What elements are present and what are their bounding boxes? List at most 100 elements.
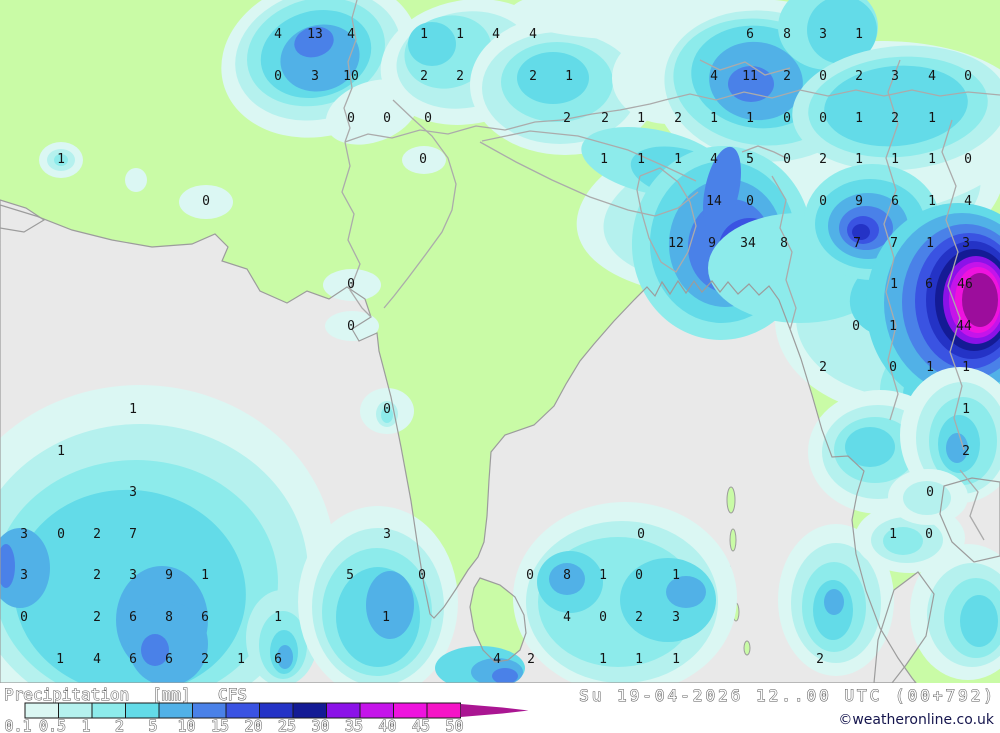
precip-grid-value: 2 bbox=[819, 360, 827, 375]
precip-grid-value: 4 bbox=[710, 152, 718, 167]
precip-grid-value: 7 bbox=[129, 527, 137, 542]
legend-tick-label: 50 bbox=[445, 717, 463, 733]
precip-grid-value: 3 bbox=[129, 485, 137, 500]
precip-grid-value: 0 bbox=[347, 111, 355, 126]
precip-grid-value: 0 bbox=[57, 527, 65, 542]
precip-grid-value: 44 bbox=[956, 319, 972, 334]
precip-grid-value: 9 bbox=[855, 194, 863, 209]
country-border bbox=[771, 175, 797, 331]
precip-grid-value: 3 bbox=[672, 610, 680, 625]
precip-grid-value: 2 bbox=[635, 610, 643, 625]
precip-grid-value: 2 bbox=[93, 568, 101, 583]
country-border bbox=[479, 141, 699, 217]
country-border bbox=[341, 141, 372, 318]
precip-grid-value: 1 bbox=[599, 568, 607, 583]
precip-grid-value: 0 bbox=[783, 152, 791, 167]
precip-grid-value: 0 bbox=[418, 568, 426, 583]
legend-model: CFS bbox=[218, 685, 247, 704]
precip-grid-value: 0 bbox=[637, 527, 645, 542]
precip-contour-level-0 bbox=[402, 146, 446, 174]
valid-datetime: Su 19-04-2026 12..00 UTC (00+792) bbox=[579, 686, 996, 705]
country-border bbox=[741, 145, 787, 159]
legend-tick-label: 10 bbox=[177, 717, 195, 733]
precip-grid-value: 6 bbox=[129, 652, 137, 667]
precip-grid-value: 1 bbox=[928, 152, 936, 167]
precip-grid-value: 1 bbox=[890, 277, 898, 292]
precip-grid-value: 1 bbox=[710, 111, 718, 126]
precip-grid-value: 1 bbox=[926, 360, 934, 375]
precip-grid-value: 8 bbox=[165, 610, 173, 625]
copyright-link[interactable]: ©weatheronline.co.uk bbox=[838, 712, 995, 728]
precip-contour-level-2 bbox=[54, 154, 68, 166]
precip-grid-value: 1 bbox=[237, 652, 245, 667]
precip-grid-value: 4 bbox=[710, 69, 718, 84]
country-border bbox=[481, 130, 697, 182]
precip-grid-value: 1 bbox=[637, 111, 645, 126]
precip-grid-value: 2 bbox=[674, 111, 682, 126]
precip-grid-value: 3 bbox=[129, 568, 137, 583]
precip-grid-value: 2 bbox=[527, 652, 535, 667]
island-dot bbox=[726, 486, 736, 514]
coastline bbox=[939, 477, 1000, 563]
precip-grid-value: 6 bbox=[165, 652, 173, 667]
country-border bbox=[636, 167, 697, 273]
precip-grid-value: 1 bbox=[855, 111, 863, 126]
precip-grid-value: 0 bbox=[347, 319, 355, 334]
legend-color-box bbox=[225, 702, 260, 719]
precip-contour-level-2 bbox=[381, 407, 393, 423]
precip-grid-value: 4 bbox=[492, 27, 500, 42]
precip-grid-value: 1 bbox=[674, 152, 682, 167]
precip-grid-value: 0 bbox=[526, 568, 534, 583]
precip-grid-value: 4 bbox=[274, 27, 282, 42]
country-border bbox=[941, 119, 965, 451]
precip-grid-value: 1 bbox=[962, 360, 970, 375]
legend-tick-label: 15 bbox=[211, 717, 229, 733]
precip-grid-value: 0 bbox=[202, 194, 210, 209]
legend-color-box bbox=[393, 702, 428, 719]
country-border bbox=[883, 59, 901, 421]
precip-grid-value: 2 bbox=[962, 444, 970, 459]
precip-grid-value: 46 bbox=[957, 277, 973, 292]
precip-grid-value: 1 bbox=[926, 236, 934, 251]
legend-color-box bbox=[24, 702, 59, 719]
precip-grid-value: 1 bbox=[672, 652, 680, 667]
island-dot bbox=[743, 640, 751, 656]
precip-grid-value: 1 bbox=[928, 194, 936, 209]
precip-grid-value: 1 bbox=[891, 152, 899, 167]
precip-grid-value: 3 bbox=[962, 236, 970, 251]
precip-grid-value: 1 bbox=[201, 568, 209, 583]
legend-color-box bbox=[91, 702, 126, 719]
precip-grid-value: 2 bbox=[563, 111, 571, 126]
precip-grid-value: 0 bbox=[274, 69, 282, 84]
precip-grid-value: 6 bbox=[274, 652, 282, 667]
grid-values-layer: 4 13 4 1 1 4 4 6 8 3 10 3 10 2 2 2 1 4 11 2 0 2 3 4 00 0 0 2 2 1 2 1 1 0 0… bbox=[20, 27, 973, 667]
precip-grid-value: 34 bbox=[740, 236, 756, 251]
precip-grid-value: 3 bbox=[819, 27, 827, 42]
coastline bbox=[873, 571, 935, 683]
precip-grid-value: 1 bbox=[456, 27, 464, 42]
precip-grid-value: 4 bbox=[347, 27, 355, 42]
precip-grid-value: 1 bbox=[599, 652, 607, 667]
precip-contour-level-5 bbox=[0, 544, 15, 588]
precip-grid-value: 2 bbox=[529, 69, 537, 84]
legend-tick-label: 1 bbox=[81, 717, 90, 733]
precip-grid-value: 6 bbox=[129, 610, 137, 625]
precip-grid-value: 1 bbox=[56, 652, 64, 667]
precip-grid-value: 6 bbox=[746, 27, 754, 42]
precip-grid-value: 0 bbox=[783, 111, 791, 126]
precip-grid-value: 0 bbox=[819, 69, 827, 84]
precip-grid-value: 2 bbox=[783, 69, 791, 84]
precip-contour-level-4 bbox=[366, 571, 414, 639]
legend-tick-label: 30 bbox=[311, 717, 329, 733]
legend-color-box bbox=[259, 702, 294, 719]
legend-color-box bbox=[359, 702, 394, 719]
precip-grid-value: 1 bbox=[635, 652, 643, 667]
legend-color-box bbox=[192, 702, 227, 719]
country-border bbox=[664, 89, 1000, 101]
legend-tick-label: 40 bbox=[378, 717, 396, 733]
precip-contour-level-4 bbox=[666, 576, 706, 608]
precip-grid-value: 2 bbox=[601, 111, 609, 126]
precip-contour-level-2 bbox=[883, 527, 923, 555]
precip-grid-value: 1 bbox=[129, 402, 137, 417]
legend-color-box bbox=[125, 702, 160, 719]
